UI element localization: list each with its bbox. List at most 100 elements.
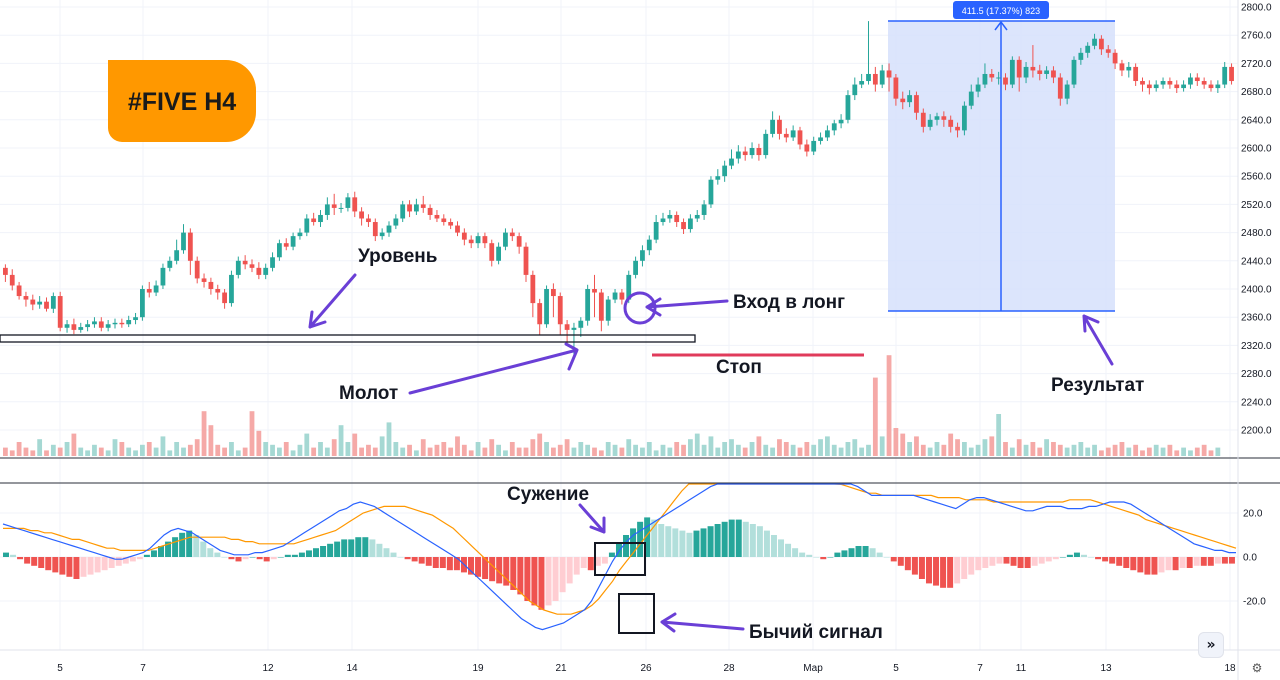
volume-bar: [3, 447, 8, 456]
macd-histogram-bar: [193, 535, 200, 557]
volume-bar: [859, 447, 865, 456]
candle-body: [1194, 77, 1200, 82]
macd-histogram-bar: [383, 548, 390, 557]
macd-histogram-bar: [538, 557, 545, 610]
volume-bar: [585, 444, 591, 456]
volume-bar: [975, 444, 981, 456]
candle-body: [838, 119, 844, 124]
volume-bar: [105, 450, 111, 456]
volume-bar: [386, 422, 392, 456]
volume-bar: [1146, 447, 1152, 456]
candle-body: [407, 204, 412, 212]
volume-bar: [523, 447, 529, 456]
candle-body: [1160, 81, 1166, 85]
narrowing-box: [594, 542, 646, 576]
candle-body: [859, 81, 865, 85]
candle-body: [612, 292, 618, 300]
volume-bar: [948, 433, 954, 456]
macd-histogram-bar: [129, 557, 136, 562]
candle-body: [119, 322, 125, 325]
volume-bar: [845, 442, 851, 456]
volume-bar: [92, 444, 97, 456]
macd-histogram-bar: [947, 557, 954, 588]
volume-bar: [1160, 447, 1166, 456]
level-zone: [0, 334, 696, 343]
candle-body: [1023, 66, 1029, 78]
candles: [3, 21, 1234, 356]
expand-button[interactable]: »: [1198, 632, 1224, 658]
macd-histogram-bar: [806, 554, 813, 557]
macd-histogram-bar: [1200, 557, 1207, 566]
volume-bar: [1188, 450, 1193, 456]
candle-body: [1181, 84, 1186, 89]
candle-body: [509, 232, 515, 237]
macd-histogram: [3, 517, 1235, 610]
candle-body: [831, 123, 837, 131]
volume-bar: [537, 433, 543, 456]
volume-bar: [866, 444, 871, 456]
time-tick-label: 11: [1016, 663, 1027, 674]
volume-bar: [825, 436, 830, 456]
volume-bar: [811, 444, 817, 456]
macd-histogram-bar: [707, 526, 714, 557]
volume-bar: [509, 442, 515, 456]
candle-body: [1037, 70, 1043, 74]
volume-bar: [1181, 447, 1186, 456]
title-badge: [108, 60, 256, 142]
candle-body: [366, 218, 371, 223]
candle-body: [729, 158, 734, 166]
volume-bar: [9, 450, 15, 456]
macd-histogram-bar: [453, 557, 460, 571]
candle-body: [23, 296, 29, 300]
candle-body: [1099, 38, 1104, 50]
candle-body: [633, 260, 638, 275]
title-badge-text: #FIVE H4: [128, 88, 236, 116]
volume-bar: [770, 447, 775, 456]
candle-body: [194, 260, 200, 279]
macd-histogram-bar: [418, 557, 425, 564]
candle-body: [270, 257, 275, 268]
macd-histogram-bar: [608, 552, 615, 557]
candle-body: [44, 301, 49, 309]
candle-body: [208, 281, 214, 289]
candle-body: [167, 260, 173, 268]
macd-histogram-bar: [150, 550, 157, 557]
candle-body: [30, 299, 36, 305]
macd-histogram-bar: [3, 552, 9, 557]
volume-bar: [283, 442, 289, 456]
macd-histogram-bar: [165, 541, 172, 557]
volume-bar: [345, 442, 351, 456]
volume-bar: [407, 444, 412, 456]
macd-histogram-bar: [869, 548, 876, 557]
candle-body: [879, 70, 885, 85]
candle-body: [1092, 38, 1097, 46]
candle-body: [181, 232, 186, 251]
time-tick-label: 28: [723, 663, 735, 674]
volume-bar: [194, 439, 200, 456]
candle-body: [160, 267, 166, 286]
macd-histogram-bar: [256, 557, 263, 560]
macd-histogram-bar: [1186, 557, 1193, 568]
volume-bar: [941, 444, 947, 456]
candle-body: [311, 218, 317, 223]
volume-bar: [1194, 447, 1200, 456]
candle-body: [496, 246, 501, 261]
macd-histogram-bar: [601, 557, 608, 564]
volume-bar: [735, 444, 741, 456]
settings-icon[interactable]: ⚙: [1251, 661, 1263, 675]
volume-bar: [1119, 442, 1125, 456]
candle-body: [455, 225, 460, 233]
macd-histogram-bar: [848, 548, 855, 557]
candle-body: [1167, 81, 1173, 85]
macd-histogram-bar: [52, 557, 59, 573]
volume-bar: [996, 414, 1002, 456]
macd-histogram-bar: [313, 548, 320, 557]
candle-body: [989, 73, 995, 78]
volume-bar: [667, 447, 673, 456]
macd-histogram-bar: [73, 557, 80, 579]
candle-body: [893, 77, 899, 99]
volume-bar: [852, 439, 858, 456]
price-tick-label: 2760.0: [1241, 31, 1272, 42]
volume-bar: [1153, 444, 1159, 456]
